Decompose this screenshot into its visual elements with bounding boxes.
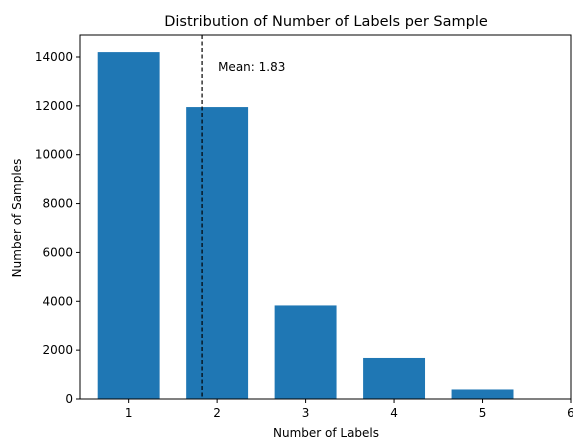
x-axis-label: Number of Labels [273,426,379,440]
x-tick-label: 2 [213,406,221,420]
x-tick-label: 5 [479,406,487,420]
y-tick-label: 12000 [35,99,73,113]
y-tick-label: 14000 [35,50,73,64]
y-tick-label: 8000 [42,197,73,211]
bar-4 [363,357,426,399]
bars-layer [97,52,514,400]
x-tick-label: 3 [302,406,310,420]
bar-2 [186,107,249,400]
bar-3 [274,305,337,399]
x-axis-ticks: 1 2 3 4 5 6 [125,399,573,420]
chart-title: Distribution of Number of Labels per Sam… [164,14,488,30]
bar-5 [451,389,514,399]
y-axis-label: Number of Samples [10,159,24,278]
bar-1 [97,52,160,399]
x-tick-label: 6 [567,406,573,420]
y-tick-label: 0 [65,392,73,406]
y-tick-label: 4000 [42,294,73,308]
axes-frame [79,34,572,400]
y-tick-label: 2000 [42,343,73,357]
mean-layer: Mean: 1.83 [201,35,285,399]
y-tick-label: 6000 [42,245,73,259]
y-axis-ticks: 0 2000 4000 6000 8000 10000 12000 14000 [35,50,80,406]
x-tick-label: 4 [390,406,398,420]
y-tick-label: 10000 [35,148,73,162]
x-tick-label: 1 [125,406,133,420]
mean-annotation: Mean: 1.83 [218,60,285,74]
